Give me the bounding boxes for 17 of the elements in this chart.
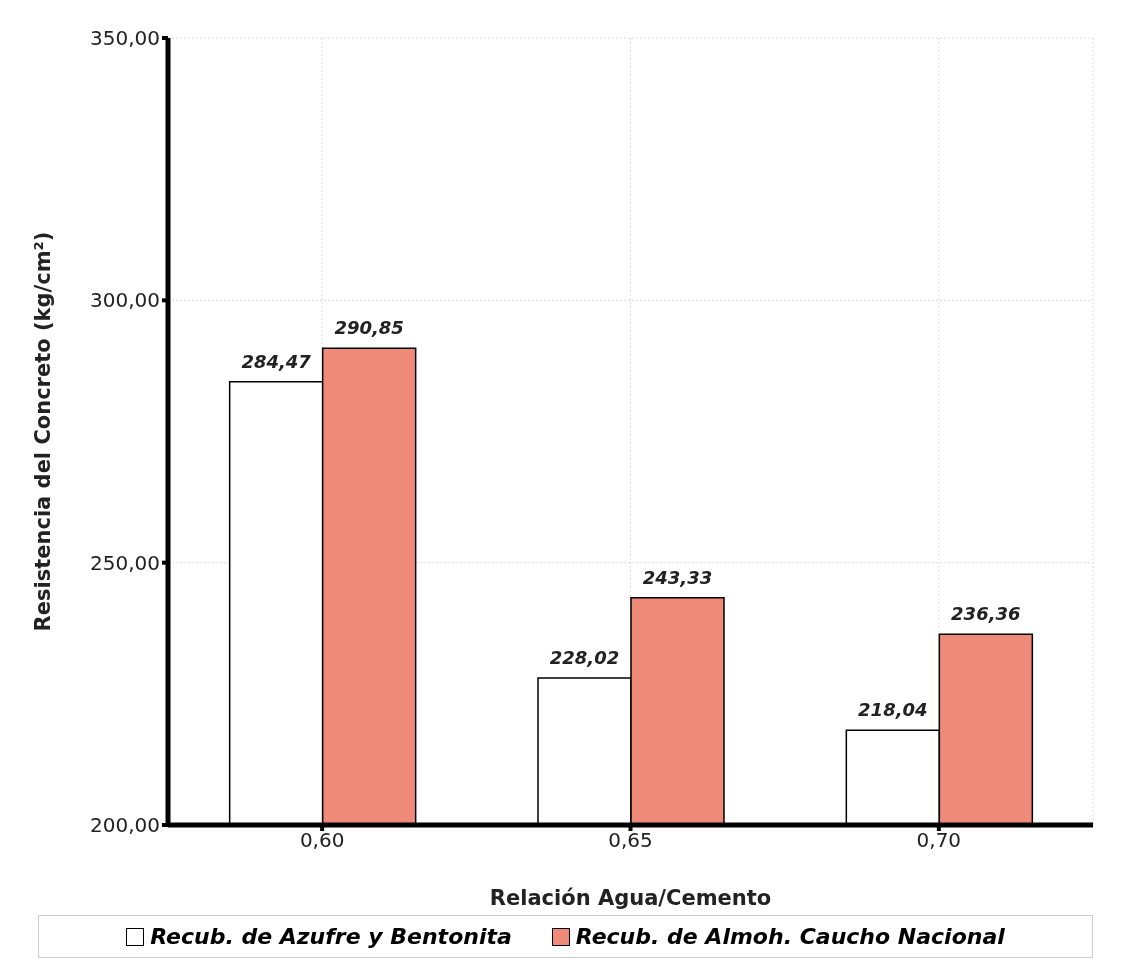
x-axis-title: Relación Agua/Cemento — [489, 886, 772, 910]
data-label: 243,33 — [642, 566, 713, 588]
x-tick-label: 0,70 — [916, 828, 962, 853]
data-label: 218,04 — [858, 699, 928, 721]
data-label: 228,02 — [549, 646, 620, 668]
y-tick-label: 350,00 — [90, 26, 160, 51]
y-tick-label: 200,00 — [90, 813, 160, 838]
legend-label: Recub. de Almoh. Caucho Nacional — [574, 924, 1005, 949]
legend-label: Recub. de Azufre y Bentonita — [149, 924, 512, 949]
y-tick-label: 250,00 — [90, 550, 160, 575]
x-tick-label: 0,65 — [608, 828, 653, 853]
y-axis-title: Resistencia del Concreto (kg/cm²) — [31, 231, 56, 632]
x-tick-label: 0,60 — [299, 828, 345, 853]
data-label: 290,85 — [334, 317, 404, 339]
data-label: 284,47 — [241, 350, 312, 372]
y-tick-label: 300,00 — [90, 288, 160, 313]
data-label: 236,36 — [951, 603, 1021, 625]
